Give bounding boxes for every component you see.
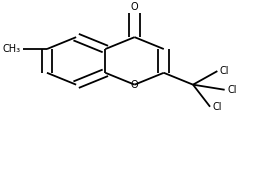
Text: CH₃: CH₃ (2, 44, 20, 54)
Text: Cl: Cl (227, 85, 237, 95)
Text: O: O (131, 2, 138, 12)
Text: Cl: Cl (220, 66, 229, 76)
Text: O: O (131, 80, 138, 90)
Text: Cl: Cl (213, 102, 222, 112)
